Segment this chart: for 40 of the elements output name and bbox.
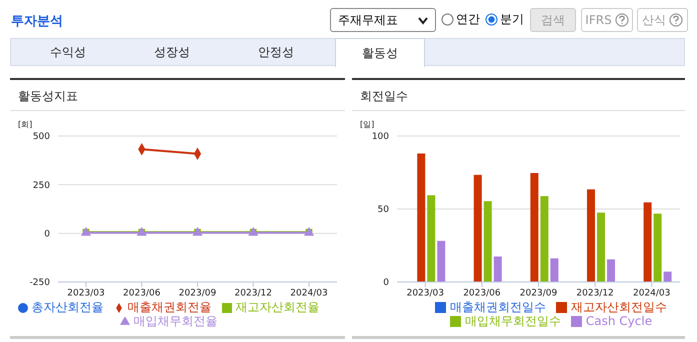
y-axis-title: [일] [360, 119, 374, 130]
text: 주재무제표 [338, 12, 398, 28]
x-tick-label: 2023/12 [576, 288, 614, 298]
x-tick-label: 2024/03 [633, 288, 670, 298]
x-tick-label: 2023/09 [178, 288, 216, 298]
y-tick-label: 100 [372, 132, 390, 142]
text: 수익성 [49, 44, 87, 61]
text: 활동성 [335, 38, 425, 67]
text: IFRS [585, 13, 612, 27]
text: 투자분석 [11, 13, 63, 30]
y-tick-label: 250 [32, 180, 50, 191]
legend-label: 총자산회전율 [32, 300, 104, 314]
x-tick-label: 2024/03 [290, 288, 328, 298]
y-tick-label: 50 [378, 205, 390, 216]
text: 산식 [642, 12, 666, 28]
y-tick-label: 0 [383, 278, 390, 288]
y-tick-label: 500 [32, 132, 50, 142]
legend-label: 매입채무회전일수 [464, 314, 561, 328]
text: 연간 [456, 11, 480, 28]
y-axis-title: [회] [18, 119, 32, 130]
legend-label: Cash Cycle [586, 314, 652, 328]
legend-label: 재고자산회전일수 [571, 300, 667, 314]
chart-title: 활동성지표 [18, 88, 78, 105]
legend-label: 매출채권회전율 [128, 300, 212, 314]
text: 안정성 [257, 44, 295, 61]
x-tick-label: 2023/09 [520, 288, 558, 298]
x-tick-label: 2023/06 [123, 288, 161, 298]
legend-label: 재고자산회전율 [236, 300, 320, 314]
text: 분기 [500, 11, 524, 28]
x-tick-label: 2023/03 [406, 288, 444, 298]
legend-label: 매입채무회전율 [134, 314, 218, 328]
legend-label: 매출채권회전일수 [450, 300, 546, 314]
x-tick-label: 2023/06 [463, 288, 501, 298]
x-tick-label: 2023/12 [234, 288, 272, 298]
y-tick-label: 0 [44, 230, 50, 240]
y-tick-label: -250 [30, 278, 50, 288]
chart-title: 회전일수 [360, 88, 408, 105]
text: 성장성 [153, 44, 191, 61]
text: 검색 [530, 8, 576, 32]
x-tick-label: 2023/03 [67, 288, 105, 298]
